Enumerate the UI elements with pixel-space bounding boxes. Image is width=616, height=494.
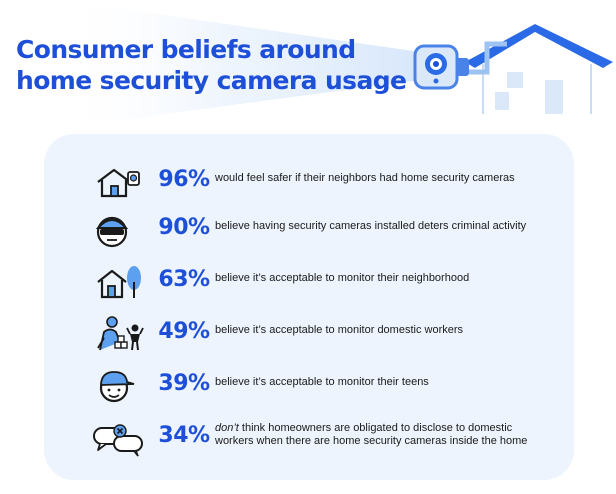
stat-row: 49% believe it’s acceptable to monitor d… [90,314,540,354]
stat-description-rest: think homeowners are obligated to disclo… [215,422,528,447]
stat-percent: 63% [158,267,210,292]
teen-icon [99,371,135,403]
stat-description: believe it’s acceptable to monitor their… [215,272,470,284]
stat-description: would feel safer if their neighbors had … [215,172,515,184]
title-line-1: Consumer beliefs around [16,35,356,64]
stat-percent: 96% [158,167,210,192]
stat-description-emphasis: don’t [215,422,239,434]
stat-percent: 90% [158,215,210,240]
speech-bubbles-icon [93,424,143,457]
stats-panel [44,134,574,480]
stat-description: don’t think homeowners are obligated to … [215,422,535,448]
stat-description: believe it’s acceptable to monitor their… [215,376,429,388]
page-title: Consumer beliefs around home security ca… [16,34,407,96]
stat-percent: 49% [158,319,210,344]
house-camera-icon [97,168,140,198]
burglar-icon [95,216,129,248]
stat-row: 63% believe it’s acceptable to monitor t… [90,262,540,302]
stat-row: 90% believe having security cameras inst… [90,210,540,250]
house-tree-icon [97,266,141,299]
stat-row: 34% don’t think homeowners are obligated… [90,418,540,458]
stat-percent: 39% [158,371,210,396]
stat-percent: 34% [158,423,210,448]
stat-row: 39% believe it’s acceptable to monitor t… [90,366,540,406]
security-camera-icon [413,41,507,90]
security-camera-house-illustration [413,24,613,114]
house-outline [465,24,613,114]
stat-row: 96% would feel safer if their neighbors … [90,162,540,202]
domestic-worker-icon [97,316,144,351]
stat-description: believe it’s acceptable to monitor domes… [215,324,464,336]
title-line-2: home security camera usage [16,66,407,95]
stat-description: believe having security cameras installe… [215,220,527,232]
